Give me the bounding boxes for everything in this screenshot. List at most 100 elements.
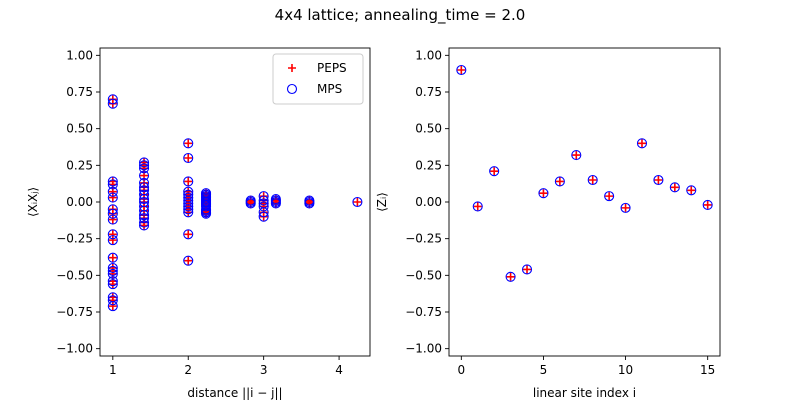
mps-point xyxy=(138,170,150,181)
y-tick-label: −0.75 xyxy=(56,305,93,319)
mps-point xyxy=(138,163,150,174)
x-axis-label: linear site index i xyxy=(533,386,636,400)
mps-point xyxy=(107,204,118,215)
peps-point xyxy=(637,139,646,148)
peps-point xyxy=(506,272,515,281)
peps-point xyxy=(605,192,614,201)
mps-point xyxy=(258,191,269,202)
peps-point xyxy=(184,154,193,162)
mps-point xyxy=(183,204,194,215)
series-mps xyxy=(107,94,363,312)
mps-point xyxy=(686,185,697,196)
mps-point xyxy=(571,150,582,161)
peps-point xyxy=(184,230,193,239)
mps-point xyxy=(200,208,212,219)
mps-point xyxy=(183,229,194,240)
mps-point xyxy=(138,157,150,168)
peps-point xyxy=(108,280,117,289)
mps-point xyxy=(456,64,467,76)
peps-point xyxy=(457,66,466,74)
mps-point xyxy=(138,160,150,171)
mps-point xyxy=(304,198,315,209)
x-tick-label: 1 xyxy=(109,363,117,377)
mps-point xyxy=(183,201,194,212)
legend-label: MPS xyxy=(317,82,342,96)
mps-point xyxy=(200,201,212,212)
series-peps xyxy=(457,66,712,281)
peps-point xyxy=(108,193,117,202)
mps-point xyxy=(107,268,118,279)
x-axis-label: distance ||i − j|| xyxy=(187,386,282,400)
peps-point xyxy=(184,256,193,265)
peps-point xyxy=(523,265,532,274)
mps-point xyxy=(107,94,118,105)
mps-point xyxy=(702,199,713,210)
peps-point xyxy=(108,253,117,262)
y-tick-label: 0.75 xyxy=(415,85,442,99)
mps-point xyxy=(107,98,118,109)
peps-point xyxy=(353,198,362,206)
y-tick-label: 0.00 xyxy=(415,195,442,209)
y-tick-label: 0.00 xyxy=(66,195,93,209)
x-tick-label: 10 xyxy=(618,363,633,377)
mps-point xyxy=(138,213,150,224)
peps-point xyxy=(539,189,548,198)
mps-point xyxy=(138,220,150,231)
y-tick-label: 0.25 xyxy=(66,158,93,172)
mps-point xyxy=(107,295,118,306)
x-tick-label: 5 xyxy=(540,363,548,377)
mps-point xyxy=(587,174,598,186)
mps-point xyxy=(258,195,269,206)
legend: PEPS MPS xyxy=(272,53,364,105)
mps-point xyxy=(107,179,118,190)
x-tick-label: 15 xyxy=(700,363,715,377)
mps-point xyxy=(138,177,150,188)
mps-point xyxy=(620,202,631,213)
mps-point xyxy=(107,186,118,197)
peps-point xyxy=(184,208,193,217)
y-tick-label: 0.75 xyxy=(66,85,93,99)
mps-point xyxy=(107,279,118,290)
mps-point xyxy=(352,196,363,208)
mps-point xyxy=(107,235,118,246)
peps-point xyxy=(108,215,117,224)
mps-point xyxy=(107,301,118,312)
mps-point xyxy=(107,208,118,219)
figure-title: 4x4 lattice; annealing_time = 2.0 xyxy=(275,6,526,25)
mps-point xyxy=(538,188,549,199)
legend-label: PEPS xyxy=(317,61,347,75)
magnetization-panel: 0 5 10 15 −1.00 −0.75 −0.50 −0.25 0.00 0.25 0.50 0.… xyxy=(375,47,721,400)
x-tick-label: 0 xyxy=(457,363,465,377)
y-tick-label: −0.50 xyxy=(56,268,93,282)
mps-point xyxy=(604,191,615,202)
y-tick-label: −1.00 xyxy=(405,342,442,356)
mps-point xyxy=(107,229,118,240)
mps-point xyxy=(183,255,194,266)
mps-point xyxy=(107,252,118,263)
peps-point xyxy=(490,167,499,176)
mps-point xyxy=(107,262,118,274)
mps-point xyxy=(669,182,680,193)
mps-point xyxy=(183,176,194,187)
correlation-panel: 1 2 3 4 −1.00 −0.75 −0.50 −0.25 0.00 0.25 0.50 0.75… xyxy=(26,47,371,400)
mps-point xyxy=(554,176,565,187)
legend-mps-marker xyxy=(286,83,298,95)
mps-point xyxy=(270,198,281,209)
mps-point xyxy=(258,201,269,212)
peps-point xyxy=(555,177,564,186)
peps-point xyxy=(473,202,482,211)
y-tick-label: 1.00 xyxy=(415,48,442,62)
x-tick-label: 2 xyxy=(184,363,192,377)
mps-point xyxy=(505,271,516,282)
peps-point xyxy=(687,186,696,195)
mps-point xyxy=(636,138,648,149)
mps-point xyxy=(107,276,118,287)
series-mps xyxy=(456,64,713,282)
peps-point xyxy=(703,200,712,209)
y-tick-label: 0.25 xyxy=(415,158,442,172)
mps-point xyxy=(138,210,150,221)
peps-point xyxy=(588,176,597,184)
y-tick-label: 0.50 xyxy=(66,122,93,136)
